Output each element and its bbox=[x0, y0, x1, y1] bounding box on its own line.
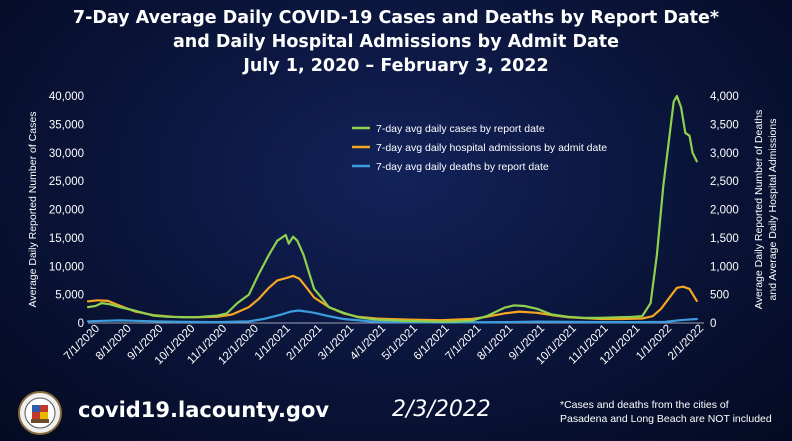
title-line-2: and Daily Hospital Admissions by Admit D… bbox=[172, 32, 620, 52]
hospital-admissions-series-line bbox=[86, 274, 698, 322]
title-line-3: July 1, 2020 – February 3, 2022 bbox=[243, 56, 549, 76]
y-right-tick-label: 2,500 bbox=[710, 176, 739, 188]
legend-label: 7-day avg daily deaths by report date bbox=[376, 161, 549, 173]
y-right-tick-label: 4,000 bbox=[710, 91, 739, 103]
deaths-series-line bbox=[86, 309, 698, 324]
footnote-line-2: Pasadena and Long Beach are NOT included bbox=[560, 413, 772, 425]
title-line-1: 7-Day Average Daily COVID-19 Cases and D… bbox=[72, 8, 720, 28]
y-left-tick-label: 0 bbox=[78, 318, 84, 330]
y-left-tick-label: 30,000 bbox=[49, 148, 84, 160]
y-right-tick-label: 500 bbox=[710, 290, 729, 302]
county-seal-logo bbox=[18, 391, 62, 435]
legend-label: 7-day avg daily cases by report date bbox=[376, 123, 545, 135]
y-left-axis-title: Average Daily Reported Number of Cases bbox=[27, 112, 39, 308]
y-right-tick-label: 2,000 bbox=[710, 205, 739, 217]
y-right-tick-label: 3,500 bbox=[710, 119, 739, 131]
y-left-tick-label: 20,000 bbox=[49, 205, 84, 217]
legend-label: 7-day avg daily hospital admissions by a… bbox=[376, 142, 607, 154]
report-date: 2/3/2022 bbox=[392, 397, 491, 422]
y-right-axis-title-line-2: and Average Daily Hospital Admissions bbox=[767, 119, 779, 301]
y-left-tick-label: 35,000 bbox=[49, 119, 84, 131]
cases-series-line bbox=[86, 94, 698, 323]
y-right-tick-label: 1,500 bbox=[710, 233, 739, 245]
website-url: covid19.lacounty.gov bbox=[78, 398, 330, 422]
chart-title: 7-Day Average Daily COVID-19 Cases and D… bbox=[0, 6, 792, 78]
footnote-line-1: *Cases and deaths from the cities of bbox=[560, 399, 729, 411]
y-left-tick-label: 25,000 bbox=[49, 176, 84, 188]
y-right-tick-label: 1,000 bbox=[710, 261, 739, 273]
y-left-tick-label: 15,000 bbox=[49, 233, 84, 245]
footnote: *Cases and deaths from the cities of Pas… bbox=[560, 398, 788, 426]
y-left-tick-label: 5,000 bbox=[55, 290, 84, 302]
y-left-tick-label: 10,000 bbox=[49, 261, 84, 273]
y-right-tick-label: 3,000 bbox=[710, 148, 739, 160]
x-tick-label: 2/1/2022 bbox=[666, 323, 706, 363]
y-right-tick-label: 0 bbox=[710, 318, 716, 330]
y-right-axis-title-line-1: Average Daily Reported Number of Deaths bbox=[753, 110, 765, 309]
y-left-tick-label: 40,000 bbox=[49, 91, 84, 103]
